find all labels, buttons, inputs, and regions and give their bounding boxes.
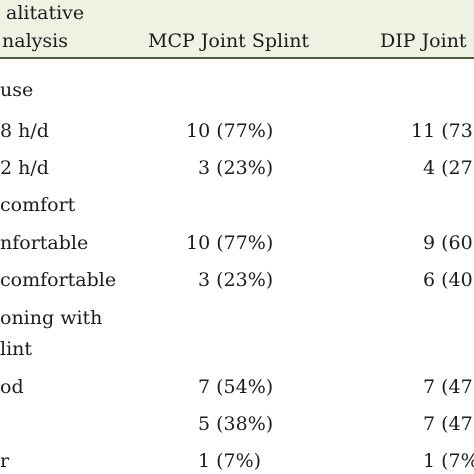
row-label: comfortable [0, 269, 117, 291]
dip-value: 6 (40 [423, 269, 473, 291]
mcp-value: 1 (7%) [198, 450, 262, 472]
mcp-value: 10 (77%) [186, 232, 274, 254]
column-header-mcp: MCP Joint Splint [148, 30, 310, 52]
dip-value: 7 (47 [423, 376, 473, 398]
column-header-analysis-line1: alitative [6, 2, 85, 24]
header-rule [0, 57, 474, 59]
row-label: 8 h/d [0, 120, 49, 142]
row-label: 2 h/d [0, 157, 49, 179]
table-header: alitative nalysis MCP Joint Splint DIP J… [0, 0, 474, 58]
mcp-value: 7 (54%) [198, 376, 274, 398]
dip-value: 7 (47 [423, 413, 473, 435]
dip-value: 9 (60 [423, 232, 473, 254]
row-label: nfortable [0, 232, 89, 254]
row-label: oning with [0, 307, 103, 329]
mcp-value: 10 (77%) [186, 120, 274, 142]
row-label: use [0, 79, 34, 101]
row-label: comfort [0, 194, 76, 216]
column-header-analysis-line2: nalysis [2, 30, 68, 52]
mcp-value: 3 (23%) [198, 157, 274, 179]
row-label: r [0, 450, 10, 472]
dip-value: 1 (7% [423, 450, 474, 472]
mcp-value: 3 (23%) [198, 269, 274, 291]
row-label: lint [0, 338, 33, 360]
column-header-dip: DIP Joint [380, 30, 467, 52]
dip-value: 4 (27 [423, 157, 473, 179]
row-label: od [0, 376, 24, 398]
dip-value: 11 (73 [411, 120, 473, 142]
mcp-value: 5 (38%) [198, 413, 274, 435]
